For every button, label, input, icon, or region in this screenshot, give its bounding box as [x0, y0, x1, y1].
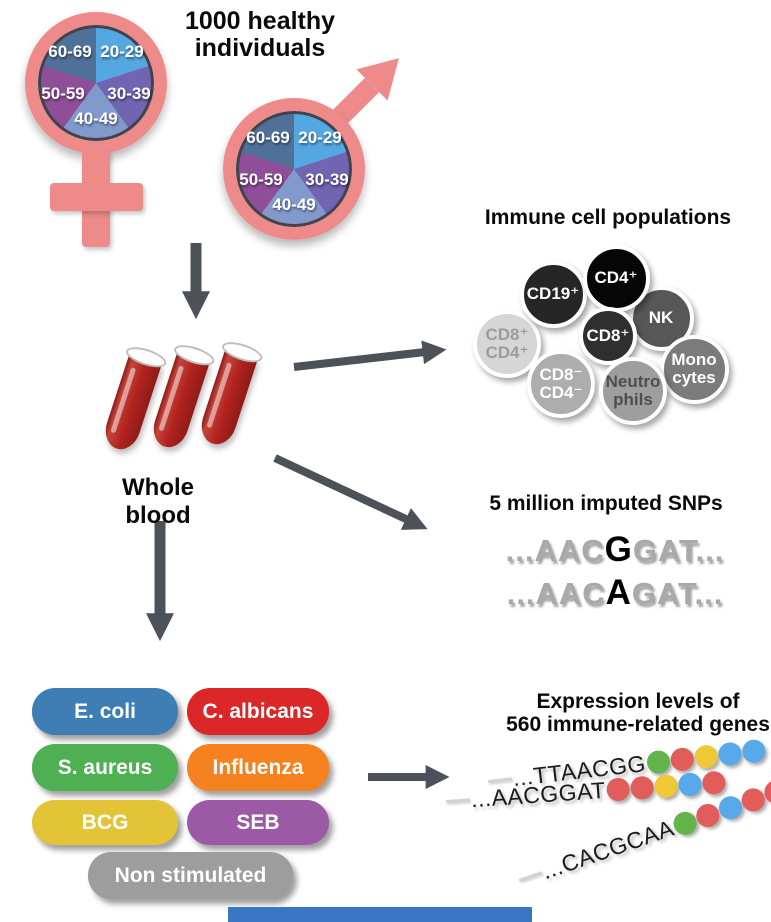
cell-population-cd4: CD4⁺	[582, 244, 650, 312]
snp-sequence-line: ...AACGGAT...	[450, 530, 771, 570]
expression-dot-blue	[740, 738, 767, 764]
expression-title: Expression levels of 560 immune-related …	[488, 690, 771, 736]
male-age-pie: 20-29 30-39 40-49 50-59 60-69	[236, 111, 352, 227]
expression-dot-yellow	[653, 773, 679, 798]
snp-context-letters: ...AAC	[505, 533, 605, 568]
expression-dot-red	[669, 746, 695, 772]
expression-title-line2: 560 immune-related genes	[506, 713, 770, 736]
age-group-label-60-69: 60-69	[246, 128, 290, 147]
age-group-label-50-59: 50-59	[239, 170, 283, 189]
main-title-line2: individuals	[194, 34, 326, 62]
stimulus-pill-bcg: BCG	[32, 800, 178, 845]
arrow-blood-to-snps-icon	[273, 454, 428, 530]
age-group-label-40-49: 40-49	[74, 109, 118, 128]
expression-dot-red	[701, 770, 727, 795]
strand-sequence-text: ...CACGCAA	[538, 814, 678, 884]
expression-dot-blue	[677, 771, 703, 797]
age-group-label-40-49: 40-49	[272, 195, 316, 214]
stimulus-pill-influenza: Influenza	[187, 744, 329, 791]
arrow-blood-to-immune-cells-icon	[293, 340, 447, 371]
snps-title: 5 million imputed SNPs	[489, 492, 723, 515]
age-group-label-30-39: 30-39	[305, 170, 349, 189]
snp-variant-letter: A	[605, 573, 632, 612]
stimulus-pill-non-stimulated: Non stimulated	[88, 852, 293, 899]
snp-sequence-line: ...AACAGAT...	[450, 573, 771, 613]
main-title-line1: 1000 healthy	[184, 7, 336, 35]
expression-dot-red	[629, 775, 655, 800]
stimulus-pill-e-coli: E. coli	[32, 688, 178, 735]
age-group-label-50-59: 50-59	[41, 84, 85, 103]
expression-title-line1: Expression levels of	[536, 690, 740, 713]
snp-context-letters: GAT...	[632, 533, 725, 568]
stimulus-pill-seb: SEB	[187, 800, 329, 845]
female-symbol-ring: 20-29 30-39 40-49 50-59 60-69	[25, 12, 167, 154]
snp-variant-letter: G	[604, 530, 633, 569]
expression-dot-yellow	[693, 743, 719, 769]
bottom-accent-bar	[228, 907, 532, 922]
male-symbol-ring: 20-29 30-39 40-49 50-59 60-69	[223, 98, 365, 240]
cell-population-cd8-cd4: CD8⁺ CD4⁺	[473, 310, 541, 378]
age-group-label-30-39: 30-39	[107, 84, 151, 103]
expression-dot-red	[738, 784, 768, 815]
cell-population-cd8-cd4: CD8⁻ CD4⁻	[527, 350, 595, 418]
cell-population-nk: NK	[628, 285, 694, 351]
immune-cells-title: Immune cell populations	[484, 206, 732, 229]
snp-context-letters: GAT...	[631, 576, 724, 611]
cell-population-cd8: CD8⁺	[579, 307, 637, 365]
cell-population-neutro-phils: Neutro phils	[599, 357, 667, 425]
snp-context-letters: ...AAC	[506, 576, 606, 611]
stimulus-pill-s-aureus: S. aureus	[32, 744, 178, 791]
expression-dot-blue	[715, 792, 745, 822]
whole-blood-label: Whole blood	[122, 474, 194, 529]
expression-dot-blue	[716, 740, 743, 767]
cell-population-mono-cytes: Mono cytes	[659, 334, 729, 404]
cell-population-cd19: CD19⁺	[519, 260, 587, 328]
female-age-pie: 20-29 30-39 40-49 50-59 60-69	[38, 25, 154, 141]
main-title: 1000 healthy individuals	[140, 8, 380, 62]
age-group-label-20-29: 20-29	[298, 128, 342, 147]
stimulus-pill-c-albicans: C. albicans	[187, 688, 329, 735]
strand-backbone-line	[445, 797, 471, 803]
age-group-label-20-29: 20-29	[100, 42, 144, 61]
expression-dot-red	[692, 800, 723, 830]
female-cross-horizontal	[50, 183, 143, 211]
strand-backbone-line	[518, 870, 543, 882]
expression-dot-red	[605, 776, 631, 802]
age-group-label-60-69: 60-69	[48, 42, 92, 61]
